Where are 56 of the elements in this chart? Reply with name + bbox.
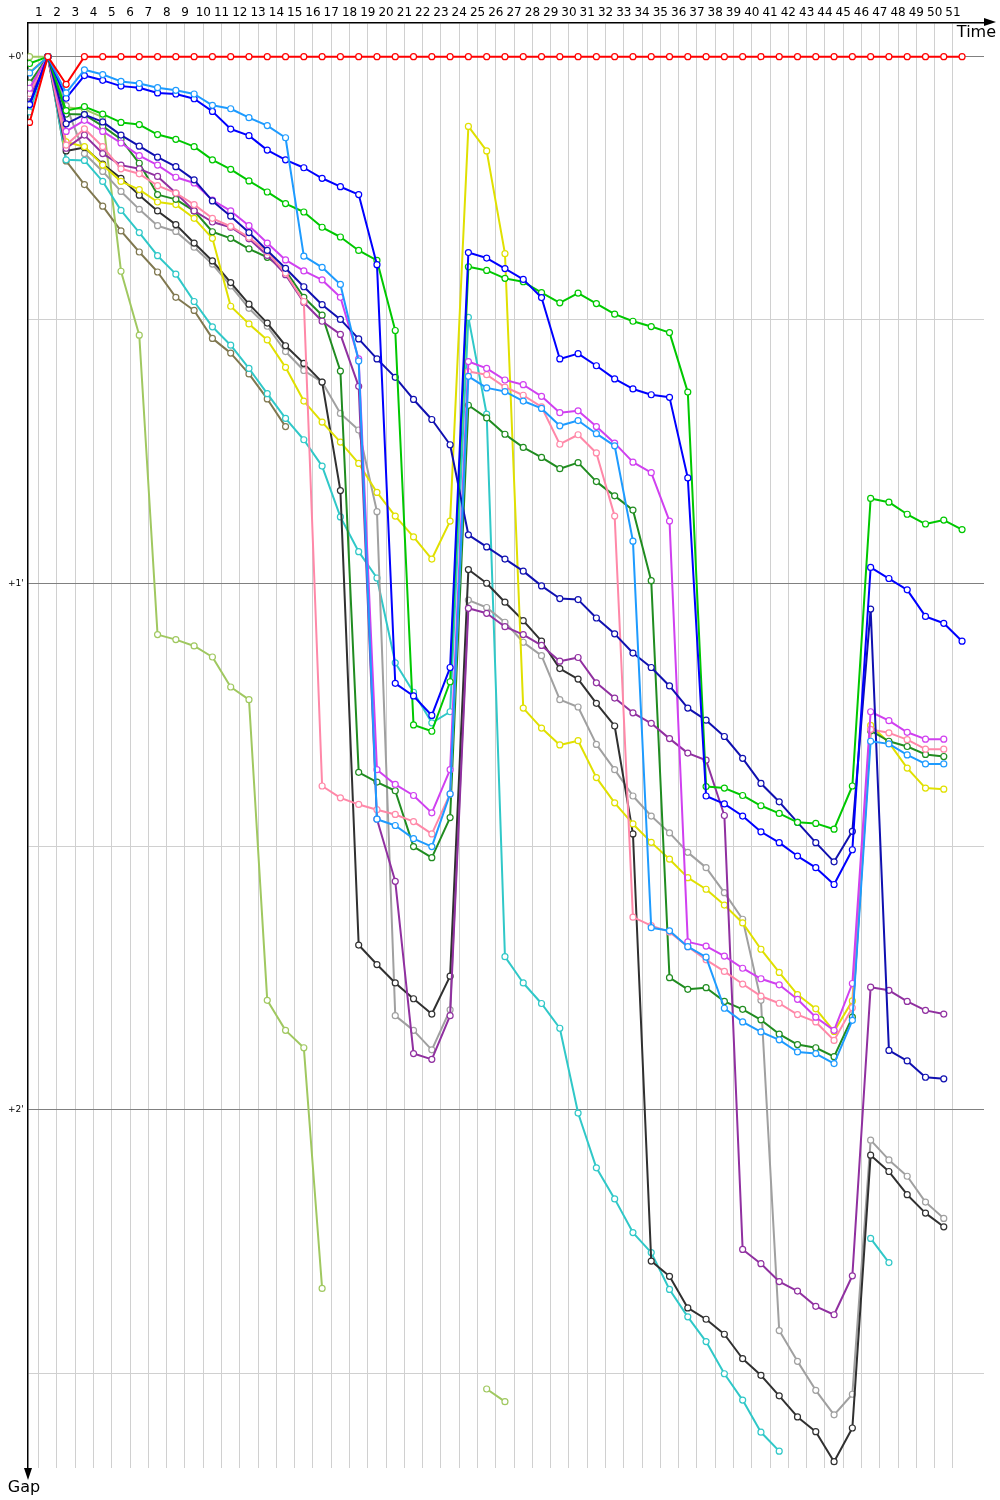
x-tick-label: 40 [744,5,760,20]
x-tick-label: 32 [597,5,614,20]
y-tick-label: +2' [7,1104,24,1115]
x-tick-label: 51 [945,5,961,20]
x-tick-label: 7 [144,5,153,20]
x-tick-label: 29 [543,5,559,20]
x-tick-label: 48 [890,5,906,20]
x-tick-label: 16 [305,5,321,20]
x-tick-label: 47 [872,5,888,20]
x-tick-label: 4 [89,5,98,20]
x-tick-label: 13 [250,5,266,20]
x-tick-label: 22 [415,5,431,20]
x-tick-label: 43 [799,5,815,20]
y-tick-label: +0' [7,50,24,61]
x-tick-label: 2 [53,5,61,20]
x-tick-label: 24 [451,5,467,20]
x-tick-label: 45 [835,5,851,20]
x-tick-label: 1 [34,5,43,20]
x-tick-label: 27 [506,5,522,20]
x-tick-label: 18 [341,5,358,20]
x-tick-label: 17 [323,5,339,20]
x-tick-label: 38 [707,5,723,20]
x-tick-label: 3 [71,5,80,20]
y-axis-title: Gap [7,1477,41,1497]
x-tick-label: 21 [396,5,413,20]
x-tick-label: 11 [213,5,230,20]
x-tick-label: 41 [762,5,778,20]
x-tick-label: 8 [162,5,171,20]
x-tick-label: 10 [195,5,211,20]
x-tick-label: 49 [908,5,924,20]
x-tick-label: 23 [433,5,449,20]
x-tick-label: 9 [181,5,189,20]
x-tick-label: 36 [671,5,687,20]
x-tick-label: 39 [725,5,742,20]
x-tick-label: 46 [853,5,870,20]
x-tick-label: 20 [378,5,394,20]
x-tick-label: 12 [232,5,248,20]
x-tick-label: 6 [126,5,134,20]
x-tick-label: 31 [579,5,595,20]
x-tick-label: 25 [469,5,486,20]
x-tick-label: 37 [689,5,705,20]
x-tick-label: 42 [780,5,796,20]
x-tick-label: 14 [268,5,285,20]
x-tick-label: 30 [561,5,577,20]
x-tick-label: 5 [108,5,116,20]
x-tick-label: 28 [524,5,541,20]
y-tick-label: +1' [7,577,24,588]
x-tick-label: 15 [287,5,303,20]
x-tick-label: 34 [634,5,650,20]
x-tick-label: 26 [488,5,504,20]
x-tick-label: 35 [652,5,669,20]
x-tick-label: 50 [926,5,943,20]
x-tick-label: 44 [817,5,833,20]
x-axis-title: Time [955,21,996,41]
x-tick-label: 19 [360,5,376,20]
x-tick-label: 33 [616,5,632,20]
